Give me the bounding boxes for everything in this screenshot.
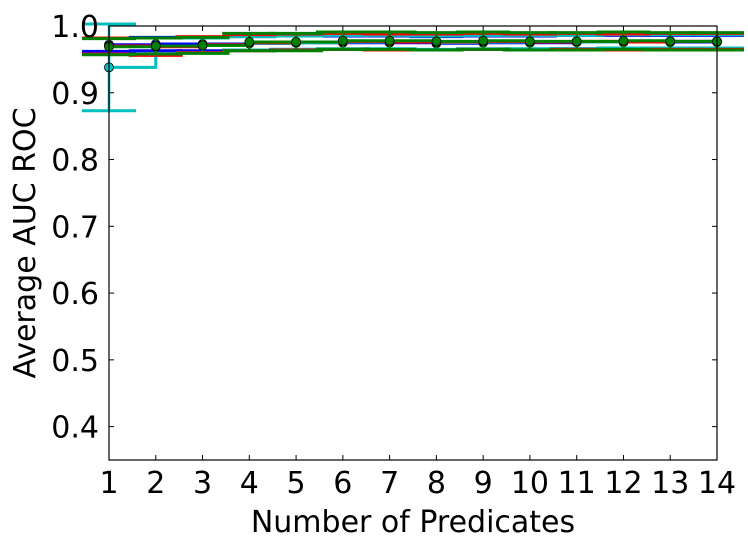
series-4-point [665, 36, 676, 47]
y-axis-label: Average AUC ROC [8, 107, 43, 378]
series-4-point [244, 37, 255, 47]
series-4-point [384, 35, 395, 46]
ticks-layer: 1 2 3 4 5 6 7 8 9 10 11 12 13 140.40.50.60.70.80.91.0 [51, 10, 736, 501]
y-tick-label: 0.5 [51, 344, 99, 379]
series-4-point [150, 41, 161, 51]
y-tick-label: 0.6 [51, 277, 99, 312]
series-4 [82, 30, 744, 57]
series-layer [82, 22, 744, 113]
x-tick-label: 9 [474, 466, 493, 501]
y-tick-label: 0.4 [51, 411, 99, 446]
x-axis-label: Number of Predicates [251, 505, 575, 540]
y-tick-label: 0.9 [51, 77, 99, 112]
plot-frame [108, 25, 718, 461]
series-4-point [431, 36, 442, 47]
x-tick-label: 7 [380, 466, 399, 501]
x-tick-label: 4 [240, 466, 259, 501]
series-4-point [571, 36, 582, 47]
series-4-point [337, 35, 348, 46]
x-tick-label: 14 [698, 466, 736, 501]
x-tick-label: 2 [146, 466, 165, 501]
y-tick-label: 1.0 [51, 10, 99, 45]
series-4-point [291, 37, 301, 47]
series-4-point [197, 40, 208, 51]
x-tick-label: 1 [99, 466, 118, 501]
series-4-point [525, 36, 535, 47]
series-4-point [478, 35, 489, 46]
series-4-point [618, 35, 629, 46]
x-tick-label: 8 [427, 466, 446, 501]
x-tick-label: 12 [604, 466, 642, 501]
x-tick-label: 11 [558, 466, 596, 501]
y-tick-label: 0.7 [51, 210, 99, 245]
x-tick-label: 10 [511, 466, 549, 501]
x-tick-label: 6 [333, 466, 352, 501]
x-tick-label: 13 [651, 466, 689, 501]
x-tick-label: 5 [287, 466, 306, 501]
y-tick-label: 0.8 [51, 144, 99, 179]
x-tick-label: 3 [193, 466, 212, 501]
